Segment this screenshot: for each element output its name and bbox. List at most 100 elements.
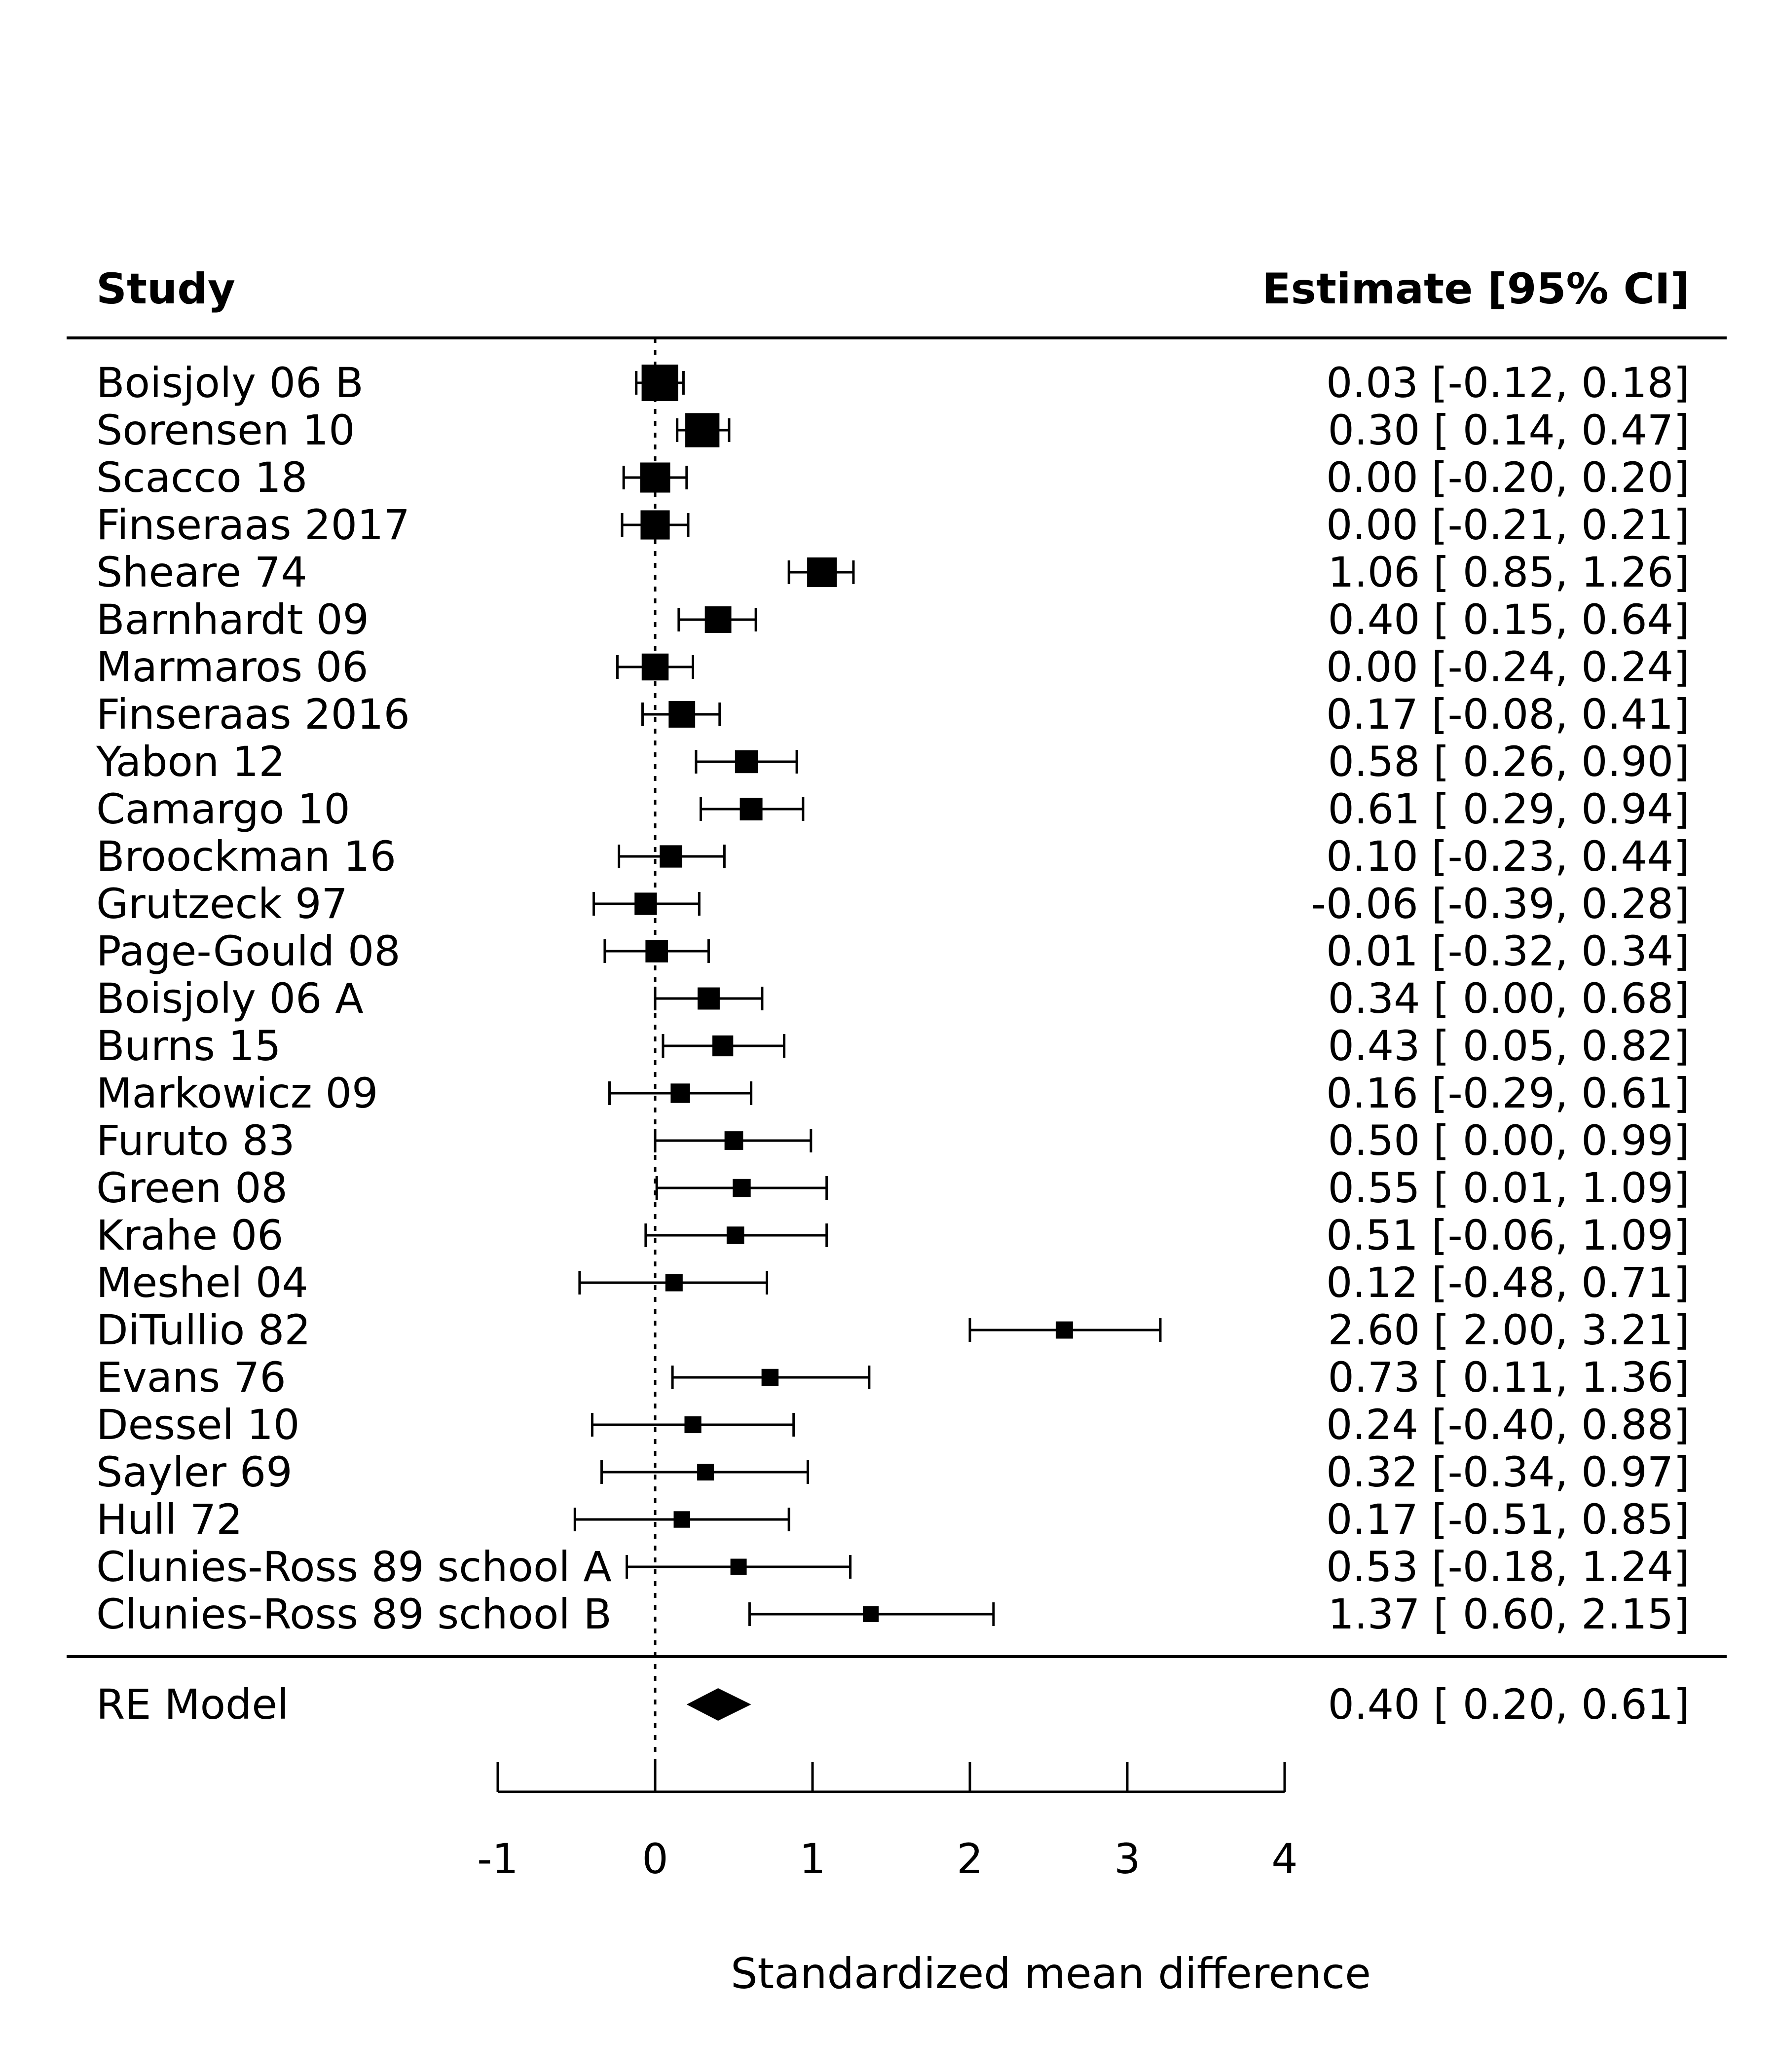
study-name: Furuto 83	[96, 1116, 295, 1165]
study-row: Scacco 18 0.00 [-0.20, 0.20]	[96, 453, 1690, 502]
estimate-box	[665, 1274, 683, 1292]
study-row: Sorensen 10 0.30 [ 0.14, 0.47]	[96, 406, 1690, 454]
estimate-ci-text: -0.06 [-0.39, 0.28]	[1311, 880, 1690, 928]
estimate-ci-text: 0.55 [ 0.01, 1.09]	[1328, 1164, 1690, 1212]
estimate-ci-text: 0.01 [-0.32, 0.34]	[1326, 927, 1690, 975]
study-row: Sheare 74 1.06 [ 0.85, 1.26]	[96, 548, 1690, 596]
study-row: Clunies-Ross 89 school B 1.37 [ 0.60, 2.1…	[96, 1590, 1690, 1638]
study-name: Hull 72	[96, 1495, 243, 1544]
study-name: Camargo 10	[96, 785, 350, 833]
study-row: Page-Gould 08 0.01 [-0.32, 0.34]	[96, 927, 1690, 975]
study-row: Evans 76 0.73 [ 0.11, 1.36]	[96, 1353, 1690, 1402]
study-row: Sayler 69 0.32 [-0.34, 0.97]	[96, 1448, 1690, 1496]
study-row: Marmaros 06 0.00 [-0.24, 0.24]	[96, 643, 1690, 691]
study-name: Finseraas 2017	[96, 501, 410, 549]
study-row: DiTullio 82 2.60 [ 2.00, 3.21]	[96, 1306, 1690, 1354]
estimate-box	[730, 1558, 747, 1575]
study-name: Evans 76	[96, 1353, 286, 1402]
study-row: Finseraas 2016 0.17 [-0.08, 0.41]	[96, 690, 1690, 739]
estimate-ci-text: 0.50 [ 0.00, 0.99]	[1328, 1116, 1690, 1165]
estimate-ci-text: 0.00 [-0.21, 0.21]	[1326, 501, 1690, 549]
estimate-box	[673, 1511, 690, 1528]
study-column-header: Study	[96, 264, 235, 314]
x-tick-label: -1	[477, 1835, 518, 1883]
study-name: Burns 15	[96, 1022, 281, 1070]
estimate-ci-text: 0.00 [-0.24, 0.24]	[1326, 643, 1690, 691]
study-name: Dessel 10	[96, 1401, 300, 1449]
estimate-box	[761, 1369, 779, 1386]
estimate-box	[641, 653, 669, 681]
estimate-box	[670, 1083, 690, 1103]
estimate-box	[704, 606, 732, 633]
estimate-ci-text: 0.10 [-0.23, 0.44]	[1326, 832, 1690, 881]
estimate-box	[733, 1179, 751, 1197]
study-row: Meshel 04 0.12 [-0.48, 0.71]	[96, 1258, 1690, 1307]
x-tick-label: 2	[957, 1835, 983, 1883]
estimate-ci-text: 0.58 [ 0.26, 0.90]	[1328, 738, 1690, 786]
estimate-ci-text: 0.34 [ 0.00, 0.68]	[1328, 974, 1690, 1023]
study-name: Meshel 04	[96, 1258, 308, 1307]
estimate-ci-text: 0.43 [ 0.05, 0.82]	[1328, 1022, 1690, 1070]
estimate-box	[645, 940, 668, 962]
study-name: Boisjoly 06 B	[96, 359, 364, 407]
summary-diamond	[686, 1688, 751, 1721]
summary-name: RE Model	[96, 1680, 289, 1729]
study-row: Grutzeck 97 -0.06 [-0.39, 0.28]	[96, 880, 1690, 928]
estimate-box	[1055, 1321, 1073, 1339]
estimate-box	[724, 1131, 743, 1150]
estimate-ci-text: 0.61 [ 0.29, 0.94]	[1328, 785, 1690, 833]
estimate-ci-text: 0.17 [-0.08, 0.41]	[1326, 690, 1690, 739]
study-name: Yabon 12	[96, 738, 285, 786]
estimate-box	[726, 1226, 744, 1244]
study-name: Broockman 16	[96, 832, 396, 881]
x-tick-label: 3	[1114, 1835, 1140, 1883]
estimate-box	[660, 845, 682, 868]
estimate-box	[641, 365, 678, 401]
estimate-box	[684, 1416, 702, 1434]
study-row: Camargo 10 0.61 [ 0.29, 0.94]	[96, 785, 1690, 833]
study-row: Hull 72 0.17 [-0.51, 0.85]	[96, 1495, 1690, 1544]
study-name: Grutzeck 97	[96, 880, 348, 928]
study-row: Burns 15 0.43 [ 0.05, 0.82]	[96, 1022, 1690, 1070]
study-name: Sheare 74	[96, 548, 307, 596]
estimate-box	[640, 462, 670, 493]
estimate-box	[735, 750, 758, 774]
study-row: Green 08 0.55 [ 0.01, 1.09]	[96, 1164, 1690, 1212]
x-axis-label: Standardized mean difference	[731, 1949, 1371, 1998]
study-name: Barnhardt 09	[96, 595, 369, 644]
study-row: Barnhardt 09 0.40 [ 0.15, 0.64]	[96, 595, 1690, 644]
study-row: Dessel 10 0.24 [-0.40, 0.88]	[96, 1401, 1690, 1449]
study-name: Finseraas 2016	[96, 690, 410, 739]
x-tick-label: 1	[799, 1835, 825, 1883]
estimate-box	[685, 413, 720, 447]
summary-estimate-text: 0.40 [ 0.20, 0.61]	[1328, 1680, 1690, 1729]
estimate-ci-text: 0.24 [-0.40, 0.88]	[1326, 1401, 1690, 1449]
study-name: Clunies-Ross 89 school A	[96, 1543, 612, 1591]
estimate-ci-text: 1.37 [ 0.60, 2.15]	[1328, 1590, 1690, 1638]
study-name: DiTullio 82	[96, 1306, 311, 1354]
study-name: Krahe 06	[96, 1211, 284, 1259]
estimate-ci-text: 1.06 [ 0.85, 1.26]	[1328, 548, 1690, 596]
estimate-ci-text: 0.51 [-0.06, 1.09]	[1326, 1211, 1690, 1259]
study-name: Page-Gould 08	[96, 927, 401, 975]
estimate-box	[697, 987, 720, 1010]
estimate-box	[712, 1035, 734, 1057]
estimate-ci-text: 0.53 [-0.18, 1.24]	[1326, 1543, 1690, 1591]
estimate-ci-text: 0.03 [-0.12, 0.18]	[1326, 359, 1690, 407]
study-name: Clunies-Ross 89 school B	[96, 1590, 612, 1638]
estimate-box	[640, 510, 670, 540]
estimate-box	[862, 1606, 879, 1623]
study-name: Markowicz 09	[96, 1069, 378, 1117]
estimate-ci-text: 0.12 [-0.48, 0.71]	[1326, 1258, 1690, 1307]
study-row: Markowicz 09 0.16 [-0.29, 0.61]	[96, 1069, 1690, 1117]
estimate-ci-text: 0.73 [ 0.11, 1.36]	[1328, 1353, 1690, 1402]
estimate-box	[740, 798, 763, 820]
study-row: Boisjoly 06 B 0.03 [-0.12, 0.18]	[96, 359, 1690, 407]
study-name: Scacco 18	[96, 453, 307, 502]
x-axis: -1 0 1 2 3 4	[477, 1762, 1298, 1883]
estimate-ci-text: 0.00 [-0.20, 0.20]	[1326, 453, 1690, 502]
estimate-ci-text: 0.40 [ 0.15, 0.64]	[1328, 595, 1690, 644]
study-rows: Boisjoly 06 B 0.03 [-0.12, 0.18]Sorensen …	[96, 359, 1690, 1638]
study-row: Finseraas 2017 0.00 [-0.21, 0.21]	[96, 501, 1690, 549]
estimate-column-header: Estimate [95% CI]	[1262, 264, 1690, 314]
